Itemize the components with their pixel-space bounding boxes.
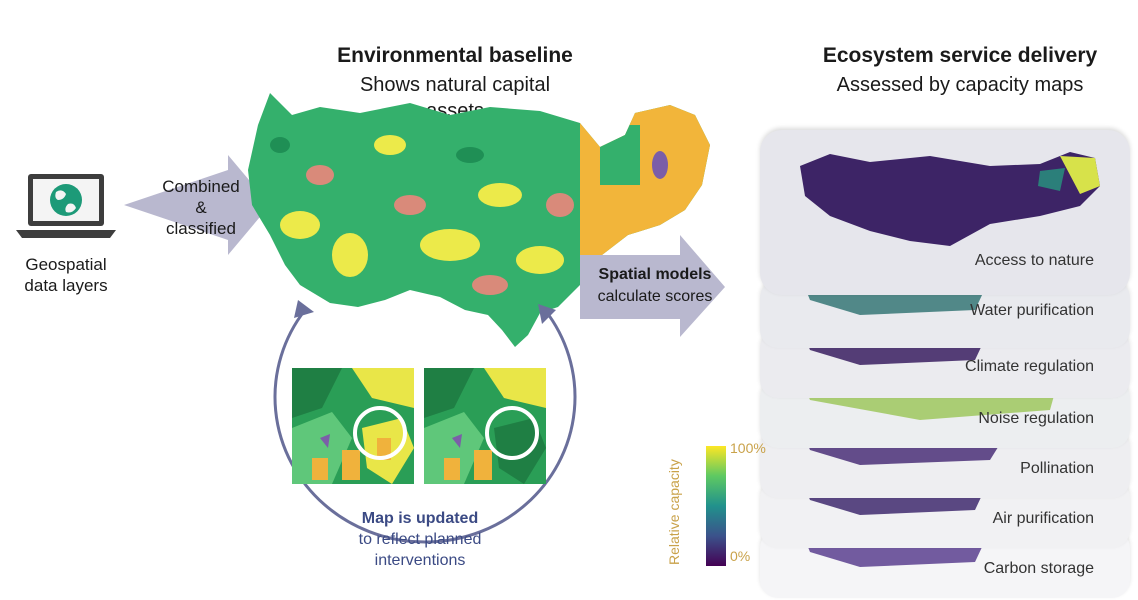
models-arrow-label: Spatial models calculate scores xyxy=(580,264,730,308)
colorbar-min-label: 0% xyxy=(730,548,751,564)
baseline-title: Environmental baseline xyxy=(337,44,573,67)
update-loop-arrow xyxy=(273,300,577,544)
update-label-bold: Map is updated xyxy=(361,510,479,527)
models-label-normal: calculate scores xyxy=(597,288,713,305)
layer-label-water-purification: Water purification xyxy=(970,302,1094,319)
combine-label-line2: & xyxy=(195,198,207,217)
layer-label-air-purification: Air purification xyxy=(992,510,1094,527)
laptop-globe-icon xyxy=(12,168,122,248)
update-loop-label: Map is updated to reflect planned interv… xyxy=(290,508,550,571)
source-label-line2: data layers xyxy=(24,276,108,295)
update-label-line3: interventions xyxy=(374,552,466,569)
capacity-map-stack: Carbon storage Air purification Pollinat… xyxy=(740,125,1138,600)
source-label: Geospatial data layers xyxy=(6,254,126,296)
colorbar-max-label: 100% xyxy=(730,440,766,456)
layer-label-pollination: Pollination xyxy=(1020,460,1094,477)
before-intervention-thumbnail xyxy=(292,368,414,484)
source-label-line1: Geospatial xyxy=(25,255,107,274)
delivery-title: Ecosystem service delivery xyxy=(822,44,1098,67)
models-label-bold: Spatial models xyxy=(598,266,712,283)
update-label-line2: to reflect planned xyxy=(358,531,482,548)
layer-label-noise-regulation: Noise regulation xyxy=(978,410,1094,427)
delivery-subtitle: Assessed by capacity maps xyxy=(836,74,1084,96)
colorbar-gradient xyxy=(706,446,726,566)
combine-label-line3: classified xyxy=(166,219,236,238)
combine-arrow xyxy=(124,155,270,255)
capacity-layer-access-to-nature: Access to nature xyxy=(760,130,1130,295)
colorbar-legend: Relative capacity 100% 0% xyxy=(666,440,766,575)
layer-label-access-to-nature: Access to nature xyxy=(974,252,1094,269)
after-intervention-thumbnail xyxy=(424,368,546,484)
baseline-subtitle-line1: Shows natural capital xyxy=(359,74,551,96)
combine-arrow-label: Combined & classified xyxy=(146,176,256,239)
combine-label-line1: Combined xyxy=(162,177,240,196)
layer-label-climate-regulation: Climate regulation xyxy=(965,358,1094,375)
colorbar-title: Relative capacity xyxy=(666,459,682,565)
models-arrow xyxy=(580,235,725,337)
layer-label-carbon-storage: Carbon storage xyxy=(983,560,1094,577)
